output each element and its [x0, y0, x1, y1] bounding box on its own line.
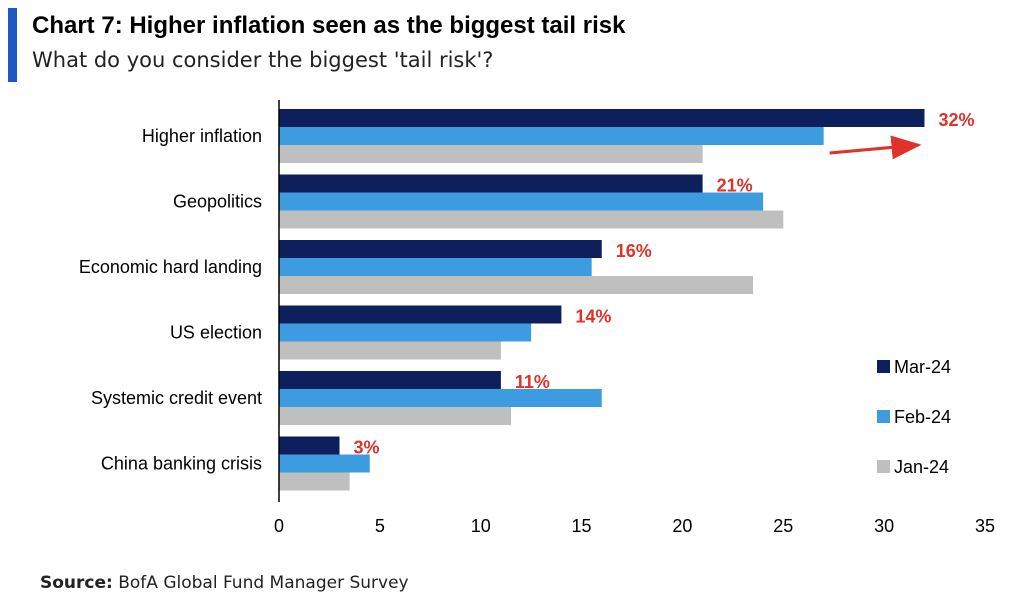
- title-accent-bar: [8, 8, 17, 82]
- bar-feb-24-systemic-credit-event: [279, 389, 602, 407]
- bar-feb-24-economic-hard-landing: [279, 258, 592, 276]
- chart-title: Chart 7: Higher inflation seen as the bi…: [32, 12, 626, 39]
- bar-mar-24-china-banking-crisis: [279, 436, 340, 455]
- source-note: Source: BofA Global Fund Manager Survey: [40, 573, 409, 593]
- source-label: Source:: [40, 573, 113, 593]
- x-tick-label-10: 10: [471, 516, 491, 536]
- x-tick-label-0: 0: [274, 516, 284, 536]
- bar-jan-24-systemic-credit-event: [279, 407, 511, 425]
- bar-feb-24-geopolitics: [279, 192, 764, 211]
- bar-jan-24-us-election: [279, 341, 501, 360]
- x-tick-label-15: 15: [572, 516, 592, 536]
- data-label-economic-hard-landing: 16%: [616, 241, 652, 261]
- chart-subtitle: What do you consider the biggest 'tail r…: [32, 48, 494, 72]
- legend-label-mar-24: Mar-24: [894, 357, 951, 377]
- category-label-china-banking-crisis: China banking crisis: [101, 454, 262, 474]
- data-label-china-banking-crisis: 3%: [354, 438, 380, 458]
- bar-mar-24-us-election: [279, 305, 562, 324]
- legend-swatch-feb-24: [877, 410, 890, 423]
- x-tick-label-20: 20: [672, 516, 692, 536]
- category-label-economic-hard-landing: Economic hard landing: [79, 257, 262, 277]
- bar-jan-24-china-banking-crisis: [279, 472, 350, 491]
- bar-feb-24-higher-inflation: [279, 127, 824, 145]
- data-label-systemic-credit-event: 11%: [515, 372, 550, 392]
- category-label-higher-inflation: Higher inflation: [142, 126, 262, 146]
- bar-jan-24-higher-inflation: [279, 145, 703, 163]
- category-label-geopolitics: Geopolitics: [173, 192, 262, 212]
- x-tick-label-25: 25: [773, 516, 793, 536]
- bar-jan-24-economic-hard-landing: [279, 276, 754, 294]
- legend-swatch-mar-24: [877, 360, 890, 373]
- annotation-arrow: [829, 135, 922, 160]
- x-tick-label-5: 5: [375, 516, 385, 536]
- bar-mar-24-economic-hard-landing: [279, 240, 602, 258]
- x-tick-label-35: 35: [975, 516, 995, 536]
- source-text: BofA Global Fund Manager Survey: [112, 573, 409, 593]
- bar-mar-24-higher-inflation: [279, 109, 925, 127]
- data-label-geopolitics: 21%: [717, 176, 753, 196]
- legend-label-feb-24: Feb-24: [894, 407, 951, 427]
- legend-swatch-jan-24: [877, 460, 890, 473]
- category-label-us-election: US election: [170, 323, 262, 343]
- data-label-us-election: 14%: [575, 307, 611, 327]
- category-label-systemic-credit-event: Systemic credit event: [91, 388, 262, 408]
- bar-feb-24-china-banking-crisis: [279, 454, 370, 473]
- bar-jan-24-geopolitics: [279, 210, 784, 229]
- bar-feb-24-us-election: [279, 323, 532, 342]
- data-label-higher-inflation: 32%: [938, 110, 974, 130]
- bar-mar-24-systemic-credit-event: [279, 371, 501, 389]
- legend-label-jan-24: Jan-24: [894, 457, 949, 477]
- bar-mar-24-geopolitics: [279, 174, 703, 193]
- x-tick-label-30: 30: [874, 516, 894, 536]
